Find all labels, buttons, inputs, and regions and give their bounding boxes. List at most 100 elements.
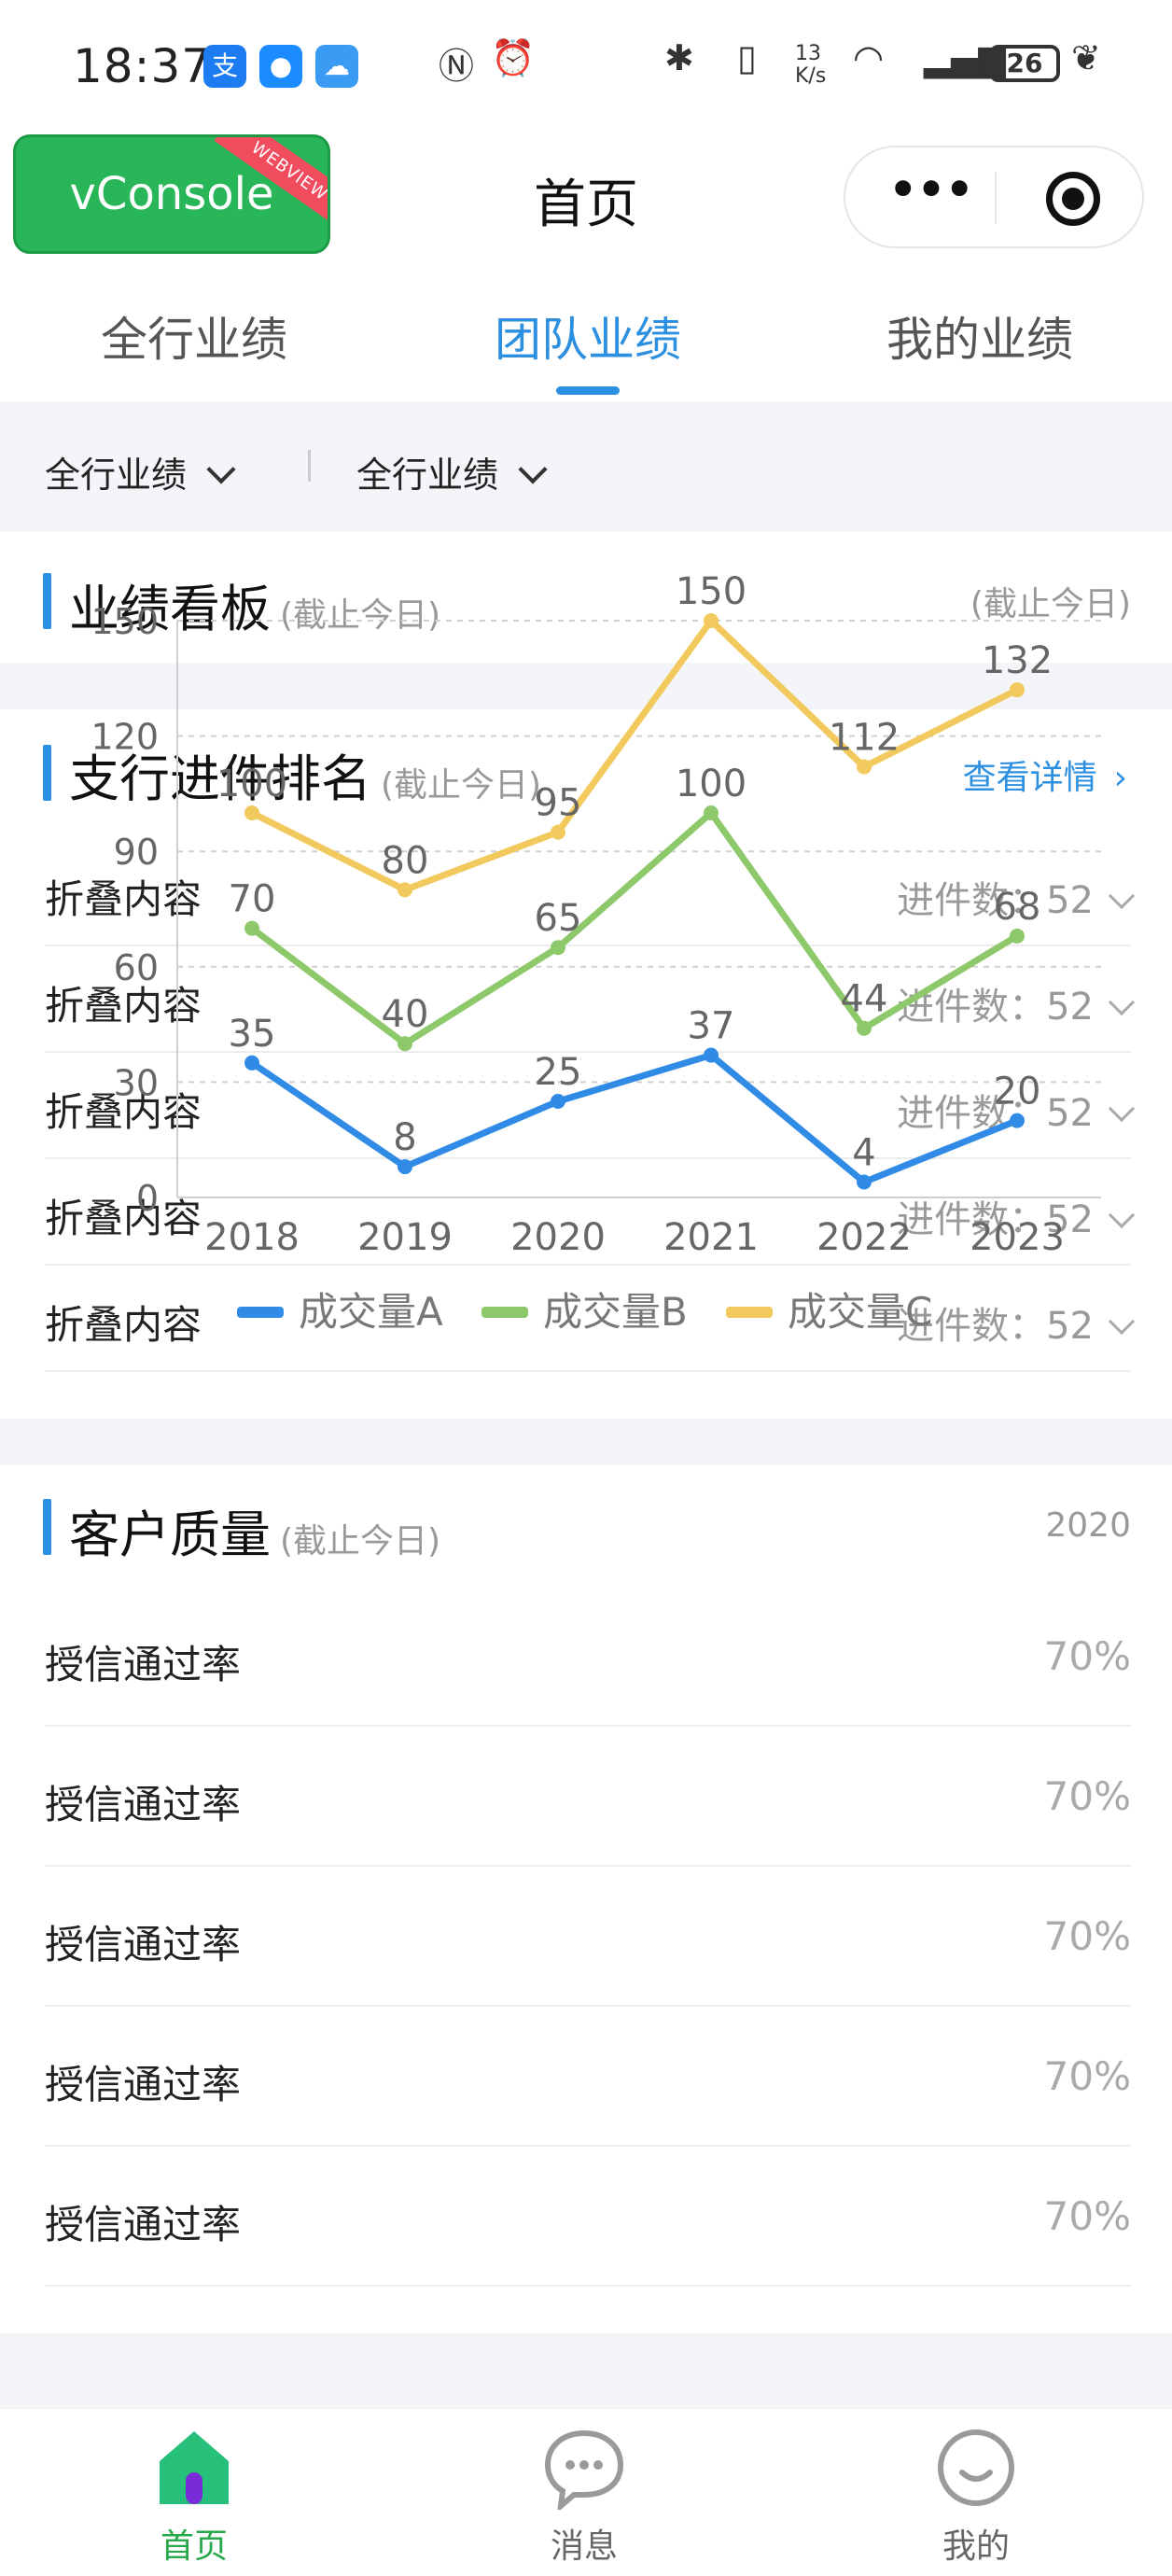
row-value-text: 进件数：52 <box>897 879 1094 922</box>
filter-dropdown-1[interactable]: 全行业绩 <box>45 446 236 497</box>
wifi-icon: ◠ <box>853 37 885 78</box>
quality-row: 授信通过率 70% <box>45 2147 1131 2287</box>
row-label: 授信通过率 <box>45 1922 242 1967</box>
vibrate-icon: ▯ <box>737 37 757 78</box>
ranking-card: 支行进件排名 (截止今日) 查看详情 › 折叠内容 进件数：52 折叠内容 进件数：… <box>0 709 1172 1419</box>
ranking-row[interactable]: 折叠内容 进件数：52 <box>45 946 1136 1053</box>
filter-label: 全行业绩 <box>356 455 499 496</box>
filter-label: 全行业绩 <box>45 455 188 496</box>
row-value-text: 进件数：52 <box>897 1305 1094 1348</box>
alipay-icon: 支 <box>203 45 246 88</box>
chevron-down-icon <box>1108 988 1136 1016</box>
row-value: 70% <box>1043 2053 1131 2099</box>
quality-row: 授信通过率 70% <box>45 1587 1131 1727</box>
alarm-icon: ⏰ <box>491 37 536 78</box>
row-value: 进件数：52 <box>897 870 1136 924</box>
chevron-down-icon <box>1108 1308 1136 1336</box>
quality-year: 2020 <box>1045 1506 1131 1545</box>
row-value: 进件数：52 <box>897 1295 1136 1350</box>
row-value-text: 进件数：52 <box>897 1198 1094 1241</box>
quality-row: 授信通过率 70% <box>45 2007 1131 2147</box>
row-label: 折叠内容 <box>45 1302 202 1348</box>
row-label: 授信通过率 <box>45 1642 242 1687</box>
row-value: 进件数：52 <box>897 1189 1136 1243</box>
net-speed: 13 K/s <box>795 42 827 88</box>
row-value: 70% <box>1043 2193 1131 2239</box>
ranking-title: 支行进件排名 (截止今日) <box>69 737 541 811</box>
nfc-icon: Ⓝ <box>439 46 475 87</box>
view-details-label: 查看详情 <box>962 759 1097 797</box>
tabbar-messages-label: 消息 <box>550 2527 618 2566</box>
section-accent-bar <box>43 1499 51 1555</box>
section-accent-bar <box>43 745 51 801</box>
row-label: 折叠内容 <box>45 983 202 1029</box>
message-icon: ● <box>259 45 302 88</box>
ranking-row[interactable]: 折叠内容 进件数：52 <box>45 1266 1136 1372</box>
chat-icon <box>544 2429 624 2513</box>
quality-title: 客户质量 (截止今日) <box>69 1493 440 1567</box>
tabbar-mine-label: 我的 <box>942 2527 1010 2566</box>
row-label: 折叠内容 <box>45 1089 202 1135</box>
ranking-row[interactable]: 折叠内容 进件数：52 <box>45 1159 1136 1266</box>
tabbar-mine[interactable]: 我的 <box>883 2426 1069 2568</box>
mini-program-capsule: ••• <box>844 146 1144 248</box>
filter-divider <box>308 450 311 482</box>
tabbar-home-label: 首页 <box>160 2527 228 2566</box>
row-label: 授信通过率 <box>45 2062 242 2107</box>
view-details-link[interactable]: 查看详情 › <box>963 750 1127 799</box>
ranking-subtitle: (截止今日) <box>381 766 542 805</box>
chevron-down-icon <box>206 455 236 484</box>
vconsole-button[interactable]: vConsole WEBVIEW <box>13 134 330 254</box>
row-label: 授信通过率 <box>45 2202 242 2247</box>
chevron-down-icon <box>518 455 548 484</box>
tab-mine[interactable]: 我的业绩 <box>886 313 1073 367</box>
row-value-text: 进件数：52 <box>897 986 1094 1029</box>
status-time: 18:37 <box>73 39 213 93</box>
chevron-down-icon <box>1108 882 1136 910</box>
row-value: 进件数：52 <box>897 1083 1136 1137</box>
filter-dropdown-2[interactable]: 全行业绩 <box>356 446 548 497</box>
tabbar-home[interactable]: 首页 <box>101 2426 287 2568</box>
section-accent-bar <box>43 573 51 629</box>
row-label: 折叠内容 <box>45 1196 202 1241</box>
row-value-text: 进件数：52 <box>897 1092 1094 1135</box>
more-menu-button[interactable]: ••• <box>886 158 976 221</box>
quality-title-text: 客户质量 <box>69 1505 271 1564</box>
ranking-title-text: 支行进件排名 <box>69 749 371 808</box>
page-title: 首页 <box>534 175 638 235</box>
row-value: 进件数：52 <box>897 976 1136 1030</box>
dashboard-title-text: 业绩看板 <box>69 580 271 638</box>
tab-all-bank[interactable]: 全行业绩 <box>101 313 287 367</box>
leaf-icon: ❦ <box>1071 37 1101 78</box>
row-value: 70% <box>1043 1773 1131 1819</box>
capsule-divider <box>995 172 997 224</box>
row-label: 折叠内容 <box>45 876 202 922</box>
chevron-down-icon <box>1108 1095 1136 1123</box>
dashboard-card: 业绩看板 (截止今日) (截止今日) <box>0 532 1172 663</box>
tabbar-messages[interactable]: 消息 <box>491 2426 677 2568</box>
ranking-row[interactable]: 折叠内容 进件数：52 <box>45 1053 1136 1159</box>
dashboard-right-note: (截止今日) <box>970 585 1131 623</box>
smile-icon <box>938 2429 1014 2506</box>
close-target-button[interactable] <box>1046 172 1100 226</box>
dashboard-subtitle: (截止今日) <box>280 596 441 635</box>
data-point <box>1010 682 1025 698</box>
active-tab-indicator <box>556 386 620 395</box>
battery-indicator: 26 <box>989 45 1060 82</box>
weather-icon: ☁ <box>315 45 358 88</box>
row-value: 70% <box>1043 1633 1131 1679</box>
nav-bar: vConsole WEBVIEW 首页 ••• <box>0 131 1172 261</box>
row-label: 授信通过率 <box>45 1782 242 1827</box>
bottom-tab-bar: 首页 消息 我的 <box>0 2408 1172 2576</box>
tab-team[interactable]: 团队业绩 <box>495 313 681 367</box>
status-bar: 18:37 支 ● ☁ Ⓝ ⏰ ✱ ▯ 13 K/s ◠ ▂▄▆ 26 ❦ <box>0 0 1172 131</box>
ranking-row[interactable]: 折叠内容 进件数：52 <box>45 840 1136 946</box>
bluetooth-icon: ✱ <box>664 37 694 78</box>
quality-subtitle: (截止今日) <box>280 1522 441 1561</box>
row-value: 70% <box>1043 1913 1131 1959</box>
quality-card: 客户质量 (截止今日) 2020 授信通过率 70% 授信通过率 70% 授信通过… <box>0 1465 1172 2333</box>
chevron-right-icon: › <box>1113 759 1127 797</box>
home-icon <box>160 2431 229 2504</box>
filter-bar: 全行业绩 全行业绩 <box>0 401 1172 532</box>
vconsole-label: vConsole <box>69 168 274 220</box>
